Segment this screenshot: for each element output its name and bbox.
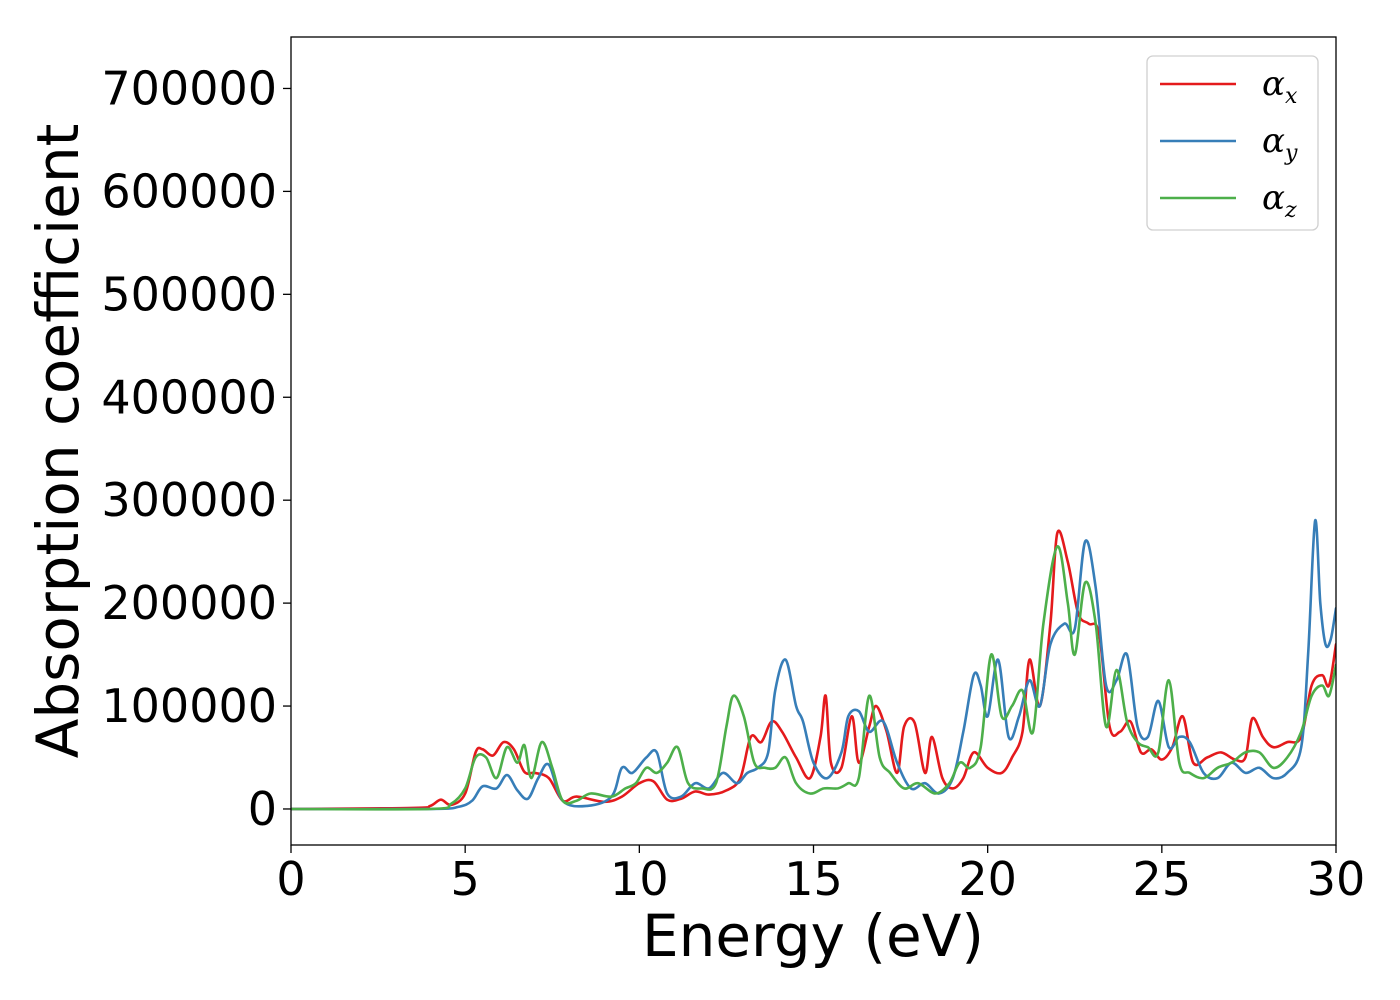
series-line-z [291, 545, 1336, 811]
y-tick-label: 100000 [101, 679, 277, 733]
legend-label-y: αy [1262, 121, 1298, 166]
x-tick-label: 15 [784, 852, 843, 906]
y-tick-label: 500000 [101, 267, 277, 321]
y-tick-label: 600000 [101, 164, 277, 218]
legend-label-x: αx [1262, 64, 1298, 109]
x-axis-label: Energy (eV) [642, 902, 984, 970]
legend: αx αy αz [1146, 55, 1319, 231]
y-axis: 0 100000 200000 300000 400000 500000 600000 700… [101, 61, 291, 836]
x-tick-label: 10 [610, 852, 669, 906]
series-layer [291, 519, 1336, 811]
x-tick-label: 25 [1133, 852, 1192, 906]
x-tick-label: 20 [958, 852, 1017, 906]
legend-box [1146, 55, 1319, 231]
y-tick-label: 400000 [101, 370, 277, 424]
y-tick-label: 300000 [101, 473, 277, 527]
legend-label-z: αz [1262, 178, 1297, 223]
x-tick-label: 0 [276, 852, 305, 906]
x-tick-label: 5 [451, 852, 480, 906]
x-tick-label: 30 [1307, 852, 1366, 906]
y-tick-label: 700000 [101, 61, 277, 115]
y-tick-label: 0 [248, 782, 277, 836]
x-axis: 0 5 10 15 20 25 30 [276, 845, 1365, 906]
y-axis-label: Absorption coefficient [24, 124, 92, 759]
y-tick-label: 200000 [101, 576, 277, 630]
